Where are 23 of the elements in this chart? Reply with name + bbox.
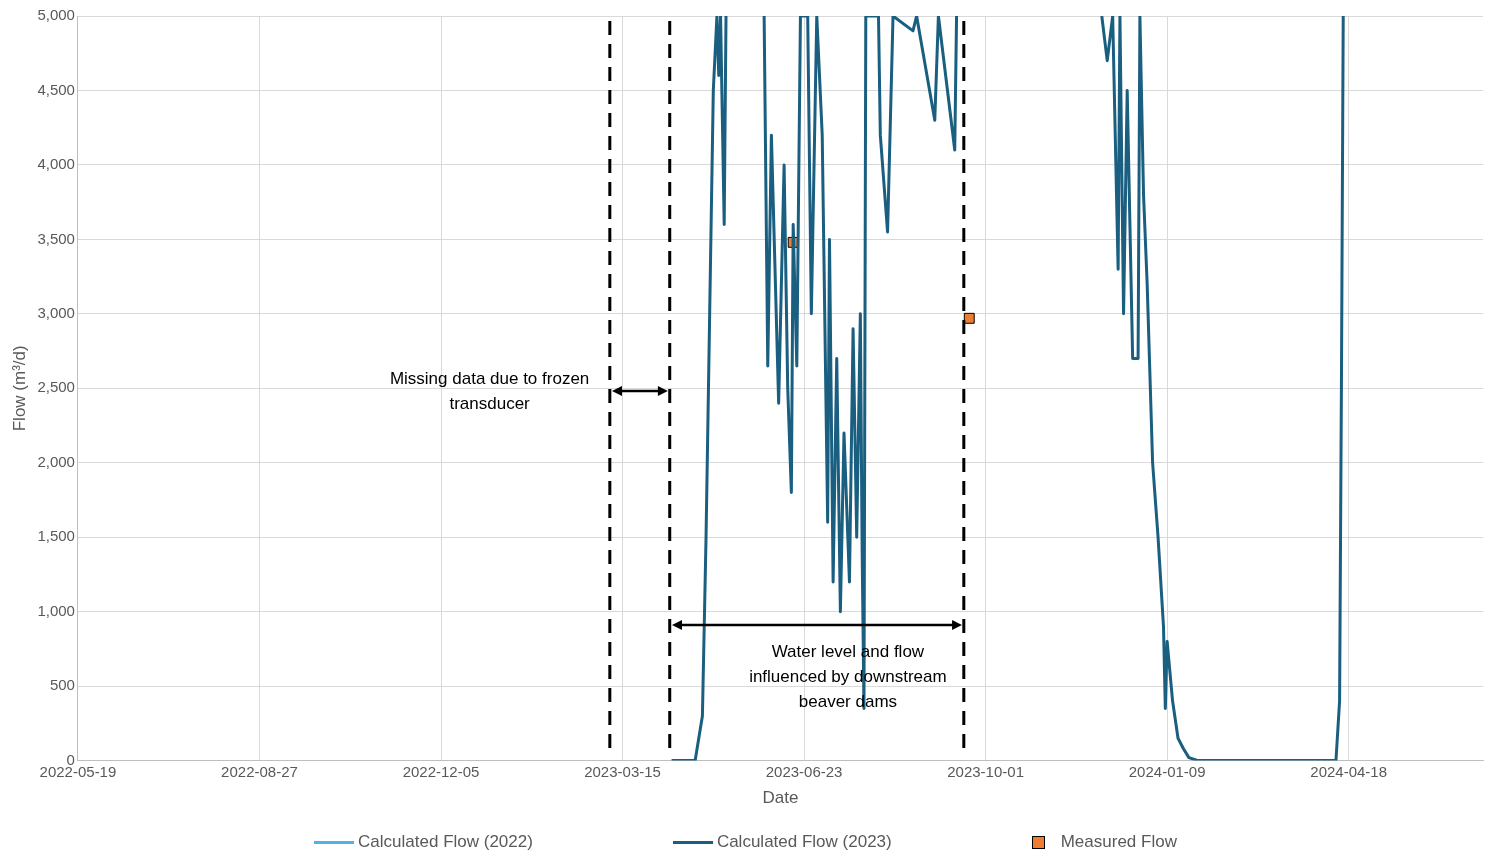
y-tick-label: 2,500 — [37, 378, 75, 396]
y-tick-label: 3,500 — [37, 229, 75, 247]
y-tick-label: 4,500 — [37, 80, 75, 98]
legend-label: Calculated Flow (2023) — [716, 832, 892, 852]
y-tick-label: 3,000 — [37, 303, 75, 321]
legend-label: Measured Flow — [1060, 832, 1177, 852]
y-tick-label: 500 — [49, 676, 75, 694]
x-axis-title: Date — [762, 788, 799, 808]
x-tick-label: 2024-04-18 — [1310, 762, 1388, 780]
x-tick-label: 2022-08-27 — [221, 762, 298, 780]
y-tick-label: 1,500 — [37, 527, 75, 545]
x-tick-label: 2023-06-23 — [765, 762, 843, 780]
annotation: Missing data due to frozen transducer — [388, 368, 591, 416]
x-tick-label: 2024-01-09 — [1128, 762, 1206, 780]
legend-label: Calculated Flow (2022) — [358, 832, 533, 852]
y-tick-label: 4,000 — [37, 155, 75, 173]
y-axis-title: Flow (m³/d) — [9, 345, 29, 432]
y-tick-label: 1,000 — [37, 601, 75, 619]
x-tick-label: 2023-03-15 — [584, 762, 661, 780]
x-tick-label: 2022-12-05 — [402, 762, 480, 780]
x-tick-label: 2023-10-01 — [947, 762, 1024, 780]
y-tick-label: 5,000 — [37, 6, 75, 24]
y-tick-label: 2,000 — [37, 452, 75, 470]
